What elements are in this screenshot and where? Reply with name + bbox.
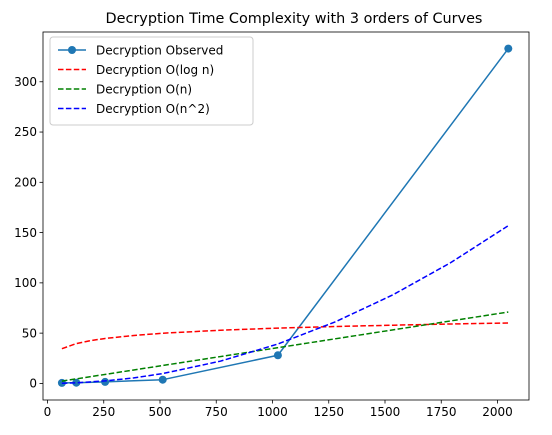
x-tick-label: 1750 bbox=[426, 405, 457, 419]
x-tick-label: 2000 bbox=[482, 405, 513, 419]
x-tick-label: 750 bbox=[205, 405, 228, 419]
data-point bbox=[101, 378, 109, 386]
x-tick-label: 250 bbox=[92, 405, 115, 419]
chart-title: Decryption Time Complexity with 3 orders… bbox=[106, 11, 483, 27]
data-point bbox=[504, 45, 512, 53]
x-tick-label: 1500 bbox=[370, 405, 401, 419]
data-point bbox=[274, 351, 282, 359]
y-tick-label: 200 bbox=[14, 176, 37, 190]
data-point bbox=[159, 376, 167, 384]
y-tick-label: 0 bbox=[29, 377, 37, 391]
y-tick-label: 300 bbox=[14, 75, 37, 89]
x-tick-label: 0 bbox=[44, 405, 52, 419]
y-tick-label: 250 bbox=[14, 125, 37, 139]
legend-label-0: Decryption Observed bbox=[96, 43, 223, 57]
y-tick-label: 50 bbox=[22, 326, 37, 340]
legend-label-2: Decryption O(n) bbox=[96, 82, 192, 96]
x-tick-label: 500 bbox=[149, 405, 172, 419]
legend-label-3: Decryption O(n^2) bbox=[96, 102, 210, 116]
y-tick-label: 100 bbox=[14, 276, 37, 290]
legend-marker-0 bbox=[68, 46, 76, 54]
legend-label-1: Decryption O(log n) bbox=[96, 63, 214, 77]
x-tick-label: 1000 bbox=[257, 405, 288, 419]
x-tick-label: 1250 bbox=[313, 405, 344, 419]
y-tick-label: 150 bbox=[14, 226, 37, 240]
legend: Decryption Observed Decryption O(log n) De… bbox=[50, 37, 253, 125]
